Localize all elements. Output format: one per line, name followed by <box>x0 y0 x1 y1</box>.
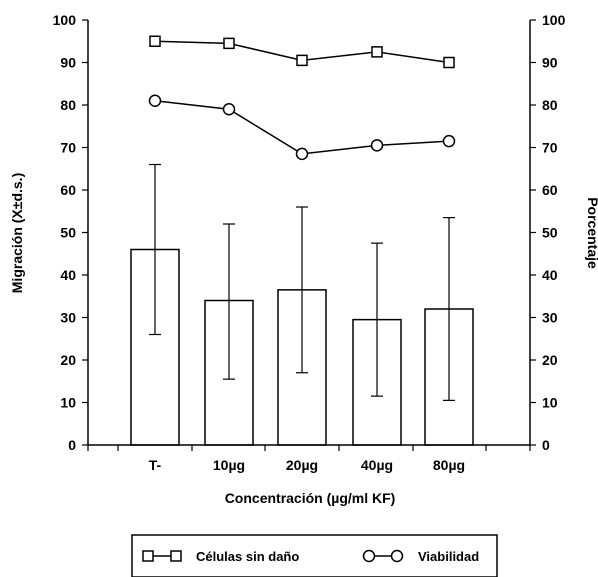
y2-tick-label-5: 50 <box>542 225 558 241</box>
y2-tick-label-3: 30 <box>542 310 558 326</box>
y-tick-label-8: 80 <box>60 97 76 113</box>
y2-tick-label-2: 20 <box>542 352 558 368</box>
legend-marker-square <box>142 550 182 562</box>
y2-tick-label-0: 0 <box>542 437 550 453</box>
square-marker-3 <box>371 46 383 58</box>
x-tick-label-2: 20µg <box>286 457 318 473</box>
legend: Células sin daño Viabilidad <box>131 534 498 577</box>
y2-tick-label-7: 70 <box>542 140 558 156</box>
circle-marker-4 <box>442 134 456 148</box>
y2-tick-label-9: 90 <box>542 55 558 71</box>
y2-axis-title: Porcentaje <box>585 197 598 269</box>
x-axis-title: Concentración (µg/ml KF) <box>225 490 396 506</box>
y-tick-label-6: 60 <box>60 182 76 198</box>
series-line-1 <box>154 100 450 155</box>
square-marker-1 <box>223 37 235 50</box>
tick-labels-layer: 0 10 20 30 40 50 60 70 80 90 100 0 10 20 30 40 50 60 70 80 9… <box>53 12 566 473</box>
x-tick-label-1: 10µg <box>213 457 245 473</box>
axes-layer <box>82 19 536 451</box>
legend-label-viabilidad: Viabilidad <box>418 549 479 564</box>
y-axis-title: Migración (X±d.s.) <box>9 173 25 293</box>
y-tick-label-3: 30 <box>60 310 76 326</box>
y-tick-label-1: 10 <box>60 395 76 411</box>
y-tick-label-10: 100 <box>53 12 77 28</box>
lines-layer <box>148 35 456 161</box>
y-tick-label-5: 50 <box>60 225 76 241</box>
y2-tick-label-8: 80 <box>542 97 558 113</box>
circle-marker-0 <box>148 94 162 107</box>
y2-tick-label-1: 10 <box>542 395 558 411</box>
legend-label-celulas: Células sin daño <box>196 549 299 564</box>
circle-marker-3 <box>370 139 384 152</box>
y2-tick-label-10: 100 <box>542 12 566 28</box>
circle-marker-1 <box>222 103 236 116</box>
legend-marker-circle <box>362 549 404 563</box>
y-tick-label-0: 0 <box>68 437 76 453</box>
y-tick-label-2: 20 <box>60 352 76 368</box>
y-tick-label-7: 70 <box>60 140 76 156</box>
circle-marker-2 <box>295 147 309 161</box>
square-marker-0 <box>149 35 161 47</box>
square-marker-4 <box>443 56 455 69</box>
legend-box <box>131 534 498 577</box>
error-bars-layer <box>149 163 455 401</box>
y2-tick-label-4: 40 <box>542 267 558 283</box>
y-tick-label-4: 40 <box>60 267 76 283</box>
square-marker-2 <box>296 54 308 67</box>
x-tick-label-3: 40µg <box>361 457 393 473</box>
y-tick-label-9: 90 <box>60 55 76 71</box>
x-tick-label-0: T- <box>149 457 162 473</box>
y2-tick-label-6: 60 <box>542 182 558 198</box>
x-tick-label-4: 80µg <box>433 457 465 473</box>
